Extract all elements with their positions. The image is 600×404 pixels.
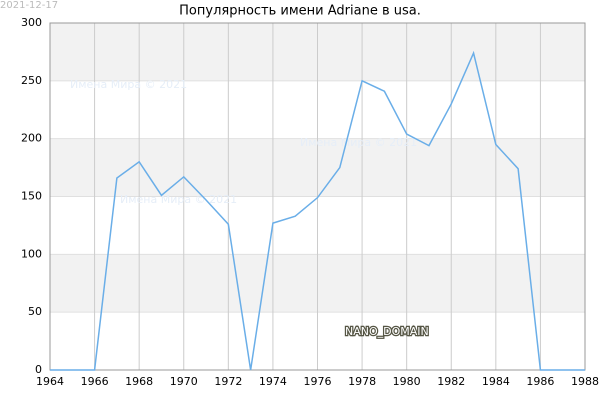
x-tick-label: 1986 (526, 375, 554, 388)
x-tick-label: 1982 (437, 375, 465, 388)
x-tick-label: 1972 (214, 375, 242, 388)
x-tick-label: 1988 (571, 375, 599, 388)
y-tick-label: 0 (35, 363, 42, 376)
watermark: Имена Мира © 2021 (70, 78, 187, 91)
y-tick-label: 200 (21, 132, 42, 145)
y-tick-label: 300 (21, 16, 42, 29)
x-tick-label: 1964 (36, 375, 64, 388)
watermark: Имена Мира © 2021 (300, 136, 417, 149)
line (50, 50, 585, 371)
y-tick-label: 250 (21, 74, 42, 87)
x-tick-label: 1978 (348, 375, 376, 388)
domain-label: NANO_DOMAIN (345, 325, 429, 338)
y-tick-label: 150 (21, 190, 42, 203)
watermark: Имена Мира © 2021 (120, 193, 237, 206)
y-tick-label: 50 (28, 305, 42, 318)
x-tick-label: 1976 (304, 375, 332, 388)
date: 2021-12-17 (0, 0, 58, 11)
x-tick-label: 1966 (81, 375, 109, 388)
chart-title: Популярность имени Adriane в usa. (179, 4, 421, 19)
x-tick-label: 1968 (125, 375, 153, 388)
x-tick-label: 1980 (393, 375, 421, 388)
y-tick-label: 100 (21, 247, 42, 260)
x-tick-label: 1970 (170, 375, 198, 388)
x-tick-label: 1974 (259, 375, 287, 388)
x-tick-label: 1984 (482, 375, 510, 388)
plot-frame (49, 22, 586, 371)
